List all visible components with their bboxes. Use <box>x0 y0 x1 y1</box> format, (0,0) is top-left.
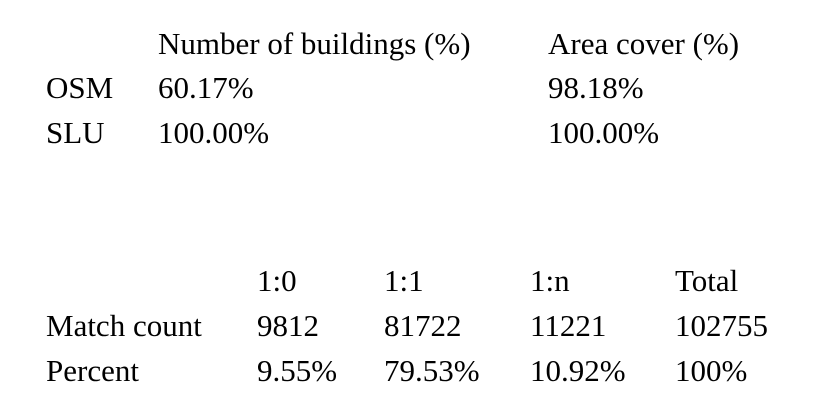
table-cell: 98.18% <box>548 70 644 105</box>
column-header-area-cover: Area cover (%) <box>548 26 740 61</box>
row-label-osm: OSM <box>46 70 114 105</box>
table-cell: 100.00% <box>548 115 660 150</box>
table-cell: 100% <box>675 353 748 388</box>
table-cell: 9812 <box>257 308 319 343</box>
row-label-match-count: Match count <box>46 308 202 343</box>
table-cell: 10.92% <box>530 353 626 388</box>
row-label-percent: Percent <box>46 353 139 388</box>
row-label-slu: SLU <box>46 115 105 150</box>
table-cell: 9.55% <box>257 353 338 388</box>
table-cell: 11221 <box>530 308 607 343</box>
column-header-1-n: 1:n <box>530 263 570 298</box>
column-header-total: Total <box>675 263 739 298</box>
column-header-1-0: 1:0 <box>257 263 297 298</box>
table-cell: 102755 <box>675 308 768 343</box>
table-cell: 60.17% <box>158 70 254 105</box>
column-header-number-of-buildings: Number of buildings (%) <box>158 26 471 61</box>
table-cell: 79.53% <box>384 353 480 388</box>
column-header-1-1: 1:1 <box>384 263 424 298</box>
table-cell: 81722 <box>384 308 462 343</box>
table-cell: 100.00% <box>158 115 270 150</box>
